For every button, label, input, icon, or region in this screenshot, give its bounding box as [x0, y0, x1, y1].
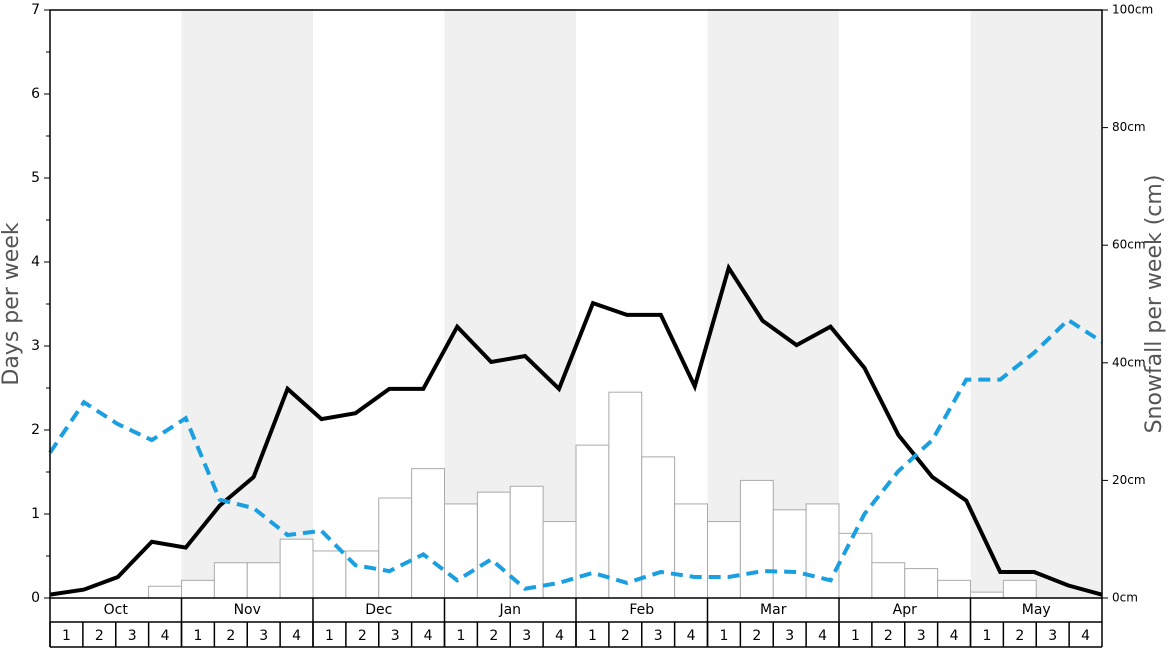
y2-tick-label: 40cm	[1112, 355, 1146, 369]
y-tick-label: 4	[31, 254, 40, 270]
month-label: Dec	[365, 602, 392, 618]
week-label: 1	[588, 628, 597, 644]
y-axis-title: Days per week	[0, 222, 24, 385]
week-label: 1	[982, 628, 991, 644]
week-label: 1	[193, 628, 202, 644]
bar	[476, 491, 511, 599]
bar	[838, 532, 873, 599]
bar	[871, 562, 906, 599]
week-label: 4	[292, 628, 301, 644]
week-label: 2	[226, 628, 235, 644]
y2-tick-label: 20cm	[1112, 473, 1146, 487]
week-label: 1	[325, 628, 334, 644]
bar	[805, 503, 840, 599]
week-label: 4	[950, 628, 959, 644]
y-tick-label: 2	[31, 422, 40, 438]
y2-axis-title: Snowfall per week (cm)	[1142, 175, 1167, 434]
month-label: May	[1022, 602, 1051, 618]
week-label: 4	[161, 628, 170, 644]
month-label: Jan	[498, 602, 521, 618]
bar	[1002, 579, 1037, 599]
month-label: Mar	[760, 602, 787, 618]
week-label: 1	[456, 628, 465, 644]
bar	[608, 391, 643, 599]
bar	[970, 591, 1004, 599]
y-tick-label: 7	[31, 2, 40, 18]
week-label: 2	[1015, 628, 1024, 644]
y2-tick-label: 0cm	[1112, 591, 1138, 605]
week-label: 2	[884, 628, 893, 644]
y-tick-label: 6	[31, 86, 40, 102]
week-label: 2	[752, 628, 761, 644]
week-label: 2	[621, 628, 630, 644]
month-label: Apr	[893, 602, 917, 618]
y-tick-label: 5	[31, 170, 40, 186]
month-label: Feb	[629, 602, 654, 618]
week-label: 1	[851, 628, 860, 644]
month-label: Nov	[234, 602, 261, 618]
week-label: 1	[62, 628, 71, 644]
y-tick-label: 3	[31, 338, 40, 354]
week-label: 3	[128, 628, 137, 644]
bar	[937, 579, 971, 599]
bar	[246, 562, 281, 599]
week-label: 3	[785, 628, 794, 644]
bar	[739, 479, 774, 599]
bar	[213, 562, 248, 599]
week-label: 3	[654, 628, 663, 644]
bar	[444, 503, 478, 599]
week-label: 3	[917, 628, 926, 644]
week-label: 1	[719, 628, 728, 644]
week-label: 2	[95, 628, 104, 644]
week-label: 3	[1048, 628, 1057, 644]
week-label: 3	[259, 628, 268, 644]
bar	[674, 503, 708, 599]
y2-tick-label: 60cm	[1112, 238, 1146, 252]
week-label: 4	[818, 628, 827, 644]
week-label: 2	[358, 628, 367, 644]
bar	[904, 568, 939, 599]
month-shade	[970, 10, 1102, 598]
month-label: Oct	[104, 602, 129, 618]
bar	[181, 579, 215, 599]
week-label: 3	[522, 628, 531, 644]
bar	[279, 538, 314, 599]
bar	[575, 444, 610, 599]
week-label: 3	[391, 628, 400, 644]
week-label: 4	[1081, 628, 1090, 644]
y-tick-label: 1	[31, 506, 40, 522]
bar	[148, 585, 182, 599]
week-label: 2	[489, 628, 498, 644]
week-label: 4	[687, 628, 696, 644]
week-label: 4	[424, 628, 433, 644]
bar	[378, 497, 413, 599]
bar	[772, 509, 807, 599]
bar	[641, 456, 676, 599]
line-series	[48, 317, 1104, 591]
bar	[411, 468, 445, 599]
y-tick-label: 0	[31, 590, 40, 606]
y2-tick-label: 100cm	[1112, 3, 1153, 17]
bar	[707, 521, 741, 599]
bar	[312, 550, 347, 599]
week-label: 4	[555, 628, 564, 644]
month-shade	[181, 10, 313, 598]
y2-tick-label: 80cm	[1112, 120, 1146, 134]
